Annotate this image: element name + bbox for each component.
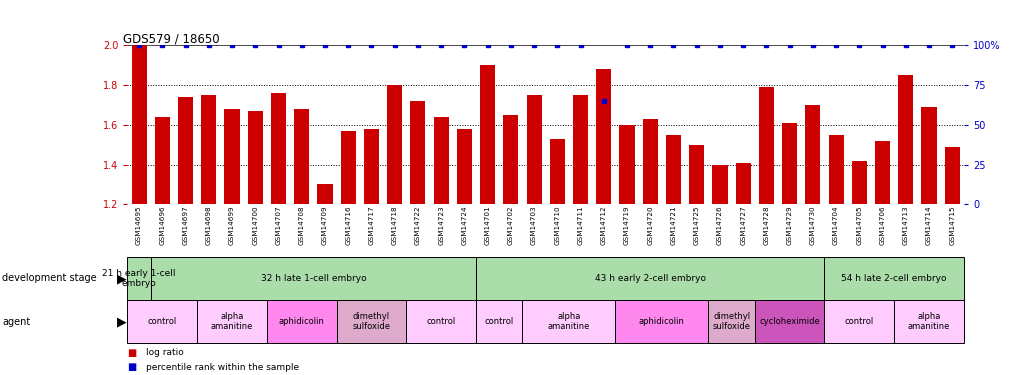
Bar [271,93,285,204]
Bar [944,147,959,204]
Text: 32 h late 1-cell embryo: 32 h late 1-cell embryo [260,274,366,283]
Bar [549,139,565,204]
Text: log ratio: log ratio [146,348,183,357]
Bar [406,300,476,343]
Bar [894,300,963,343]
Text: 43 h early 2-cell embryo: 43 h early 2-cell embryo [594,274,705,283]
Bar [267,300,336,343]
Bar [317,184,332,204]
Bar [201,95,216,204]
Text: alpha
amanitine: alpha amanitine [211,312,253,331]
Text: control: control [484,317,514,326]
Text: cycloheximide: cycloheximide [758,317,819,326]
Text: control: control [148,317,177,326]
Bar [823,300,894,343]
Bar [178,97,193,204]
Bar [131,45,147,204]
Bar [127,257,151,300]
Bar [707,300,754,343]
Text: alpha
amanitine: alpha amanitine [547,312,590,331]
Bar [920,107,935,204]
Text: aphidicolin: aphidicolin [638,317,684,326]
Bar [476,300,522,343]
Bar [573,95,588,204]
Bar [642,119,657,204]
Bar [293,109,309,204]
Text: agent: agent [2,316,31,327]
Bar [127,300,197,343]
Bar [151,257,476,300]
Bar [155,117,170,204]
Bar [364,129,379,204]
Bar [596,69,610,204]
Text: dimethyl
sulfoxide: dimethyl sulfoxide [353,312,390,331]
Bar [735,162,750,204]
Bar [522,300,614,343]
Bar [457,129,472,204]
Text: 54 h late 2-cell embryo: 54 h late 2-cell embryo [841,274,946,283]
Text: alpha
amanitine: alpha amanitine [907,312,950,331]
Bar [614,300,707,343]
Text: ■: ■ [127,362,137,372]
Bar [754,300,823,343]
Bar [340,130,356,204]
Text: aphidicolin: aphidicolin [278,317,324,326]
Bar [874,141,890,204]
Bar [898,75,912,204]
Text: dimethyl
sulfoxide: dimethyl sulfoxide [712,312,750,331]
Bar [827,135,843,204]
Bar [526,95,541,204]
Text: 21 h early 1-cell
embryo: 21 h early 1-cell embryo [102,269,175,288]
Bar [387,85,401,204]
Bar [410,101,425,204]
Bar [224,109,239,204]
Text: development stage: development stage [2,273,97,284]
Text: percentile rank within the sample: percentile rank within the sample [146,363,299,372]
Bar [476,257,823,300]
Bar [248,111,263,204]
Bar [480,65,494,204]
Text: ▶: ▶ [117,315,126,328]
Bar [502,115,518,204]
Bar [619,124,634,204]
Bar [197,300,267,343]
Bar [851,160,866,204]
Bar [805,105,819,204]
Text: ■: ■ [127,348,137,358]
Bar [689,145,703,204]
Bar [665,135,681,204]
Bar [758,87,773,204]
Bar [711,165,727,204]
Bar [782,123,797,204]
Text: GDS579 / 18650: GDS579 / 18650 [123,32,220,45]
Text: control: control [844,317,873,326]
Text: ▶: ▶ [117,272,126,285]
Text: control: control [426,317,455,326]
Bar [433,117,448,204]
Bar [823,257,963,300]
Bar [336,300,406,343]
